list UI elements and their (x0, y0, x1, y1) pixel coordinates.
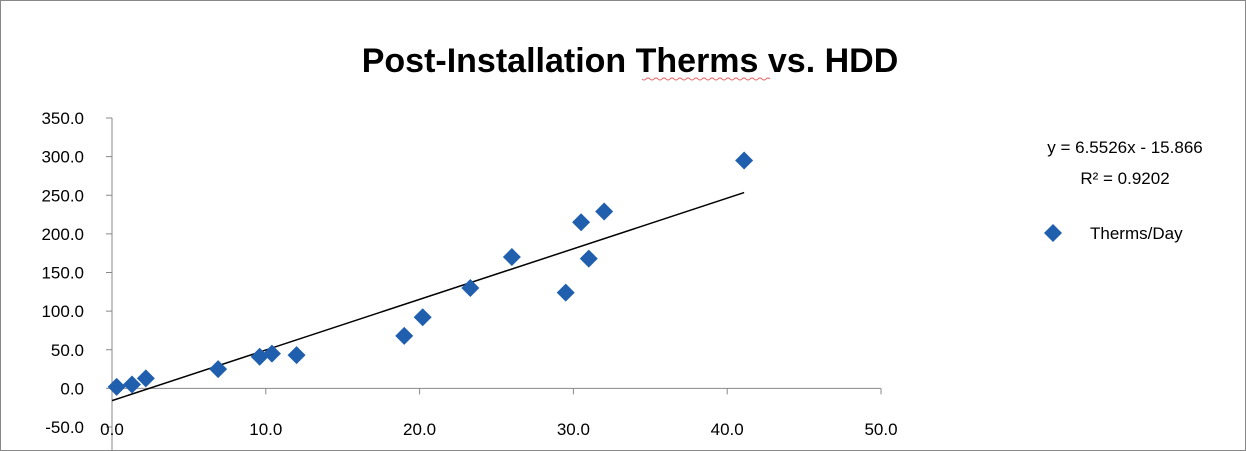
x-tick-label: 10.0 (249, 420, 282, 439)
legend-marker-diamond (1044, 224, 1062, 242)
y-tick-label: 150.0 (41, 264, 84, 283)
data-point-diamond (595, 202, 614, 221)
trendline (111, 191, 745, 402)
data-point-diamond (262, 344, 281, 363)
y-tick-label: -50.0 (45, 418, 84, 437)
spellcheck-underline (641, 77, 771, 81)
chart-title: Post-Installation Therms vs. HDD (362, 42, 899, 80)
x-tick-label: 50.0 (864, 420, 897, 439)
data-point-diamond (107, 377, 126, 396)
trendline-group (111, 191, 745, 402)
data-point-diamond (250, 347, 269, 366)
data-point-diamond (413, 308, 432, 327)
x-axis-ticks: 0.0 10.0 20.0 30.0 40.0 50.0 (100, 388, 898, 439)
data-point-diamond (502, 248, 521, 267)
data-point-diamond (122, 375, 141, 394)
x-tick-label: 20.0 (403, 420, 436, 439)
y-tick-label: 200.0 (41, 225, 84, 244)
trendline-equation: y = 6.5526x - 15.866 (1047, 138, 1202, 157)
y-tick-label: 300.0 (41, 148, 84, 167)
y-tick-label: 350.0 (41, 109, 84, 128)
y-tick-label: 100.0 (41, 302, 84, 321)
x-tick-label: 40.0 (711, 420, 744, 439)
y-tick-label: 250.0 (41, 186, 84, 205)
data-point-diamond (735, 151, 754, 170)
data-point-diamond (287, 346, 306, 365)
data-point-diamond (572, 213, 591, 232)
axes (111, 118, 881, 451)
legend: Therms/Day (1044, 224, 1183, 243)
legend-label: Therms/Day (1090, 224, 1183, 243)
trendline-r-squared: R² = 0.9202 (1080, 169, 1169, 188)
data-point-diamond (461, 278, 480, 297)
y-tick-label: 0.0 (60, 379, 84, 398)
data-point-diamond (395, 326, 414, 345)
data-point-diamond (136, 369, 155, 388)
data-points (107, 151, 754, 396)
data-point-diamond (579, 249, 598, 268)
data-point-diamond (209, 360, 228, 379)
y-tick-label: 50.0 (51, 341, 84, 360)
y-axis-ticks: -50.0 0.0 50.0 100.0 150.0 200.0 250.0 300.0 350… (41, 109, 112, 437)
x-tick-label: 30.0 (557, 420, 590, 439)
x-tick-label: 0.0 (100, 420, 124, 439)
data-point-diamond (556, 283, 575, 302)
